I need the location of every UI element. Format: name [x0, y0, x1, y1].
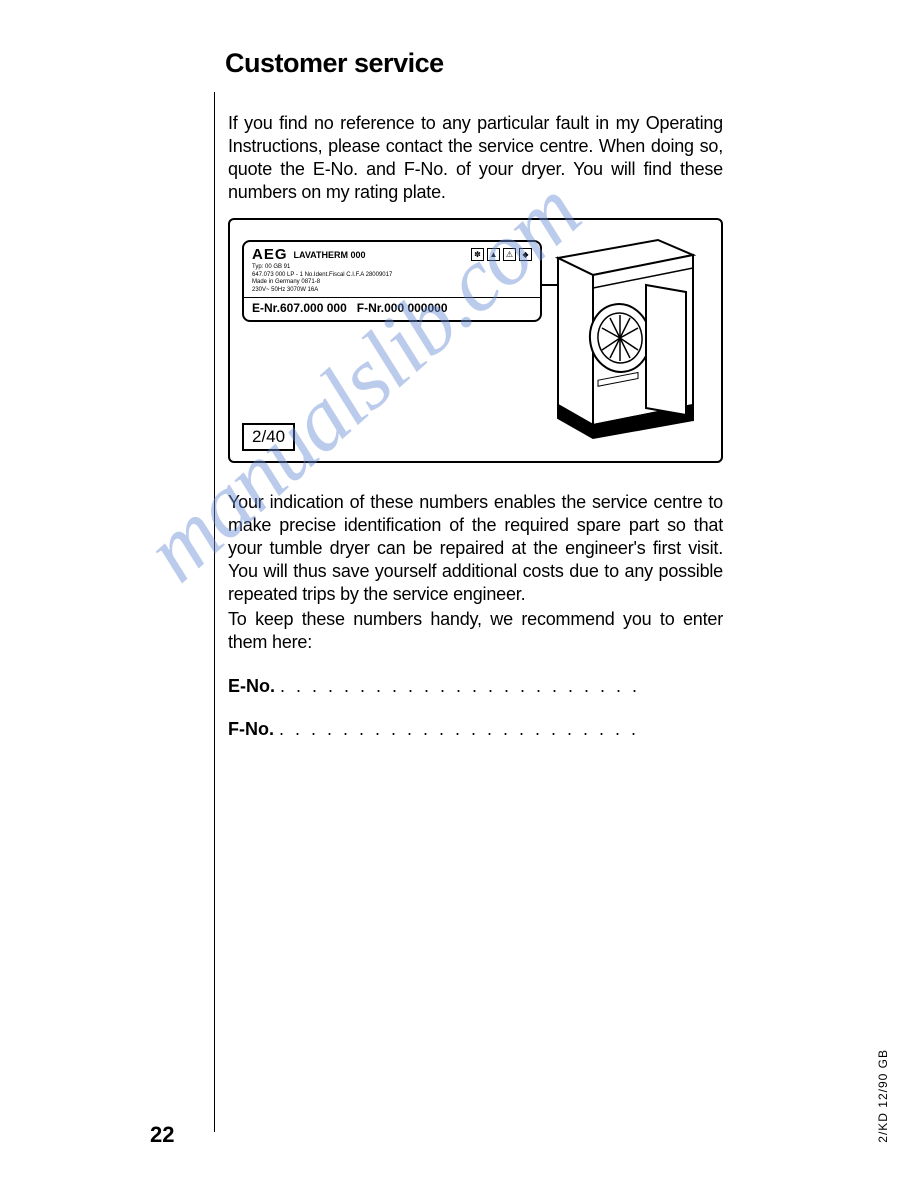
fan-icon: ✽	[471, 248, 484, 261]
plate-header-row: AEG LAVATHERM 000 ✽ ▲ ⚠ ◆	[252, 246, 532, 263]
plate-numbers: E-Nr.607.000 000 F-Nr.000 000000	[252, 301, 532, 315]
dryer-illustration	[548, 230, 703, 440]
plate-icon-group: ✽ ▲ ⚠ ◆	[471, 248, 532, 261]
e-number-field: E-No. . . . . . . . . . . . . . . . . . …	[228, 676, 723, 697]
plate-line3: Made in Germany 0871-8	[252, 279, 532, 286]
e-number: E-Nr.607.000 000	[252, 301, 347, 315]
f-number: F-Nr.000 000000	[357, 301, 448, 315]
plate-line1: Typ: 00 GB 91	[252, 264, 532, 271]
f-label: F-No.	[228, 719, 274, 739]
plate-line2: 647.073 000 LP - 1 No.Ident.Fiscal C.I.F…	[252, 272, 532, 279]
e-dots: . . . . . . . . . . . . . . . . . . . . …	[280, 676, 640, 696]
rating-plate-figure: AEG LAVATHERM 000 ✽ ▲ ⚠ ◆ Typ: 00 GB 91 …	[228, 218, 723, 463]
plate-line4: 230V~ 50Hz 3070W 16A	[252, 287, 532, 294]
margin-rule	[214, 92, 215, 1132]
document-code: 2/KD 12/90 GB	[876, 1049, 890, 1143]
page-number: 22	[150, 1122, 174, 1148]
figure-number: 2/40	[242, 423, 295, 451]
f-dots: . . . . . . . . . . . . . . . . . . . . …	[279, 719, 639, 739]
brand-logo: AEG	[252, 246, 288, 263]
intro-paragraph: If you find no reference to any particul…	[228, 112, 723, 204]
manual-page: Customer service If you find no referenc…	[0, 0, 918, 1188]
page-heading: Customer service	[225, 48, 444, 79]
content-column: If you find no reference to any particul…	[228, 112, 723, 740]
warning-icon: ▲	[487, 248, 500, 261]
f-number-field: F-No. . . . . . . . . . . . . . . . . . …	[228, 719, 723, 740]
caution-icon: ⚠	[503, 248, 516, 261]
paragraph-2: Your indication of these numbers enables…	[228, 491, 723, 606]
plate-divider	[244, 297, 540, 298]
rating-plate: AEG LAVATHERM 000 ✽ ▲ ⚠ ◆ Typ: 00 GB 91 …	[242, 240, 542, 322]
e-label: E-No.	[228, 676, 275, 696]
model-name: LAVATHERM 000	[294, 250, 366, 260]
mark-icon: ◆	[519, 248, 532, 261]
paragraph-3: To keep these numbers handy, we recommen…	[228, 608, 723, 654]
